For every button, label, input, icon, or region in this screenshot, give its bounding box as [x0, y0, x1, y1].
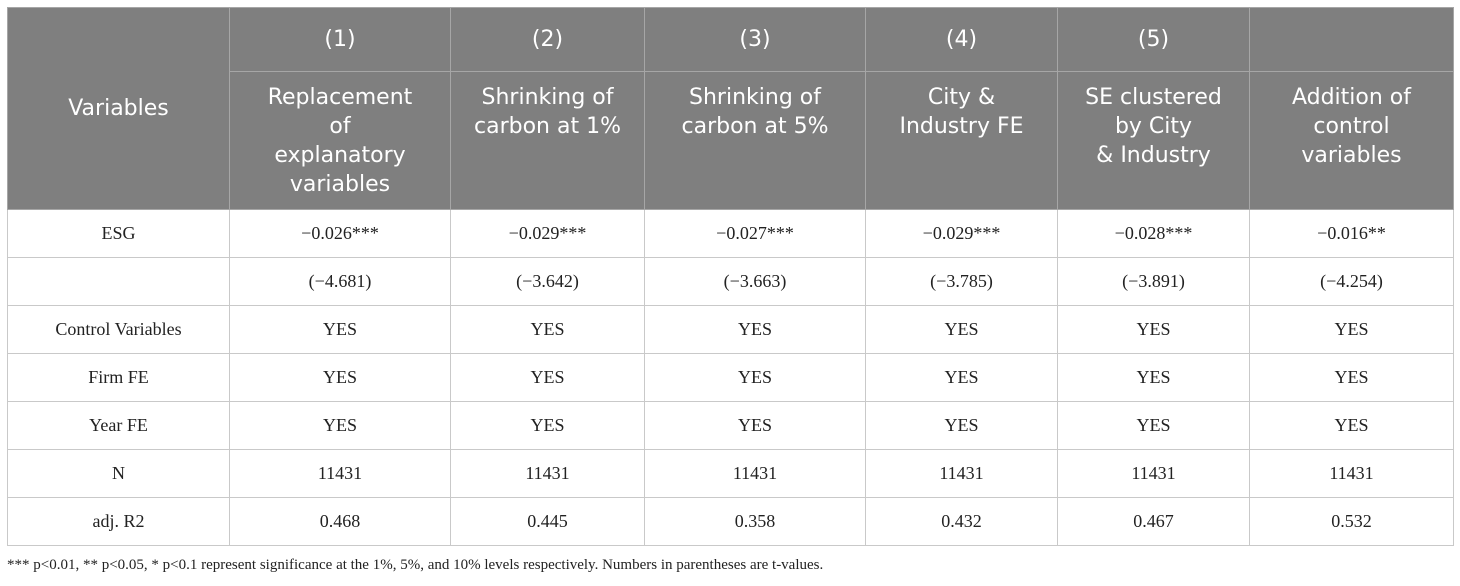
table-cell: YES: [1057, 401, 1250, 450]
row-label: N: [7, 449, 230, 498]
table-row: (−4.681) (−3.642) (−3.663) (−3.785) (−3.…: [7, 257, 1454, 306]
table-row: N 11431 11431 11431 11431 11431 11431: [7, 449, 1454, 498]
table-body: ESG −0.026*** −0.029*** −0.027*** −0.029…: [7, 209, 1454, 546]
table-cell: YES: [229, 305, 451, 354]
header-title-row: Replacement of explanatory variables Shr…: [8, 71, 1454, 210]
table-cell: 11431: [450, 449, 645, 498]
column-title-line: carbon at 1%: [474, 114, 621, 139]
column-number: (2): [450, 7, 645, 72]
table-cell: YES: [229, 353, 451, 402]
table-cell: YES: [865, 353, 1058, 402]
row-label: Year FE: [7, 401, 230, 450]
table-cell: YES: [229, 401, 451, 450]
table-cell: YES: [644, 401, 866, 450]
column-number: (5): [1057, 7, 1250, 72]
table-cell: 11431: [229, 449, 451, 498]
table-cell: (−3.642): [450, 257, 645, 306]
column-number: (3): [644, 7, 866, 72]
table-cell: 11431: [1057, 449, 1250, 498]
table-cell: YES: [450, 353, 645, 402]
row-label: [7, 257, 230, 306]
column-title: Shrinking of carbon at 1%: [450, 71, 645, 210]
column-title-line: & Industry: [1096, 143, 1211, 168]
table-cell: −0.029***: [865, 209, 1058, 258]
column-title-line: variables: [289, 172, 391, 197]
table-row: adj. R2 0.468 0.445 0.358 0.432 0.467 0.…: [7, 497, 1454, 546]
table-cell: YES: [450, 305, 645, 354]
table-cell: YES: [644, 305, 866, 354]
table-cell: −0.028***: [1057, 209, 1250, 258]
table-cell: (−3.891): [1057, 257, 1250, 306]
table-row: Firm FE YES YES YES YES YES YES: [7, 353, 1454, 402]
table-cell: −0.029***: [450, 209, 645, 258]
row-label: adj. R2: [7, 497, 230, 546]
table-cell: 0.358: [644, 497, 866, 546]
table-cell: YES: [450, 401, 645, 450]
column-title-line: Shrinking of: [481, 85, 614, 110]
table-cell: 11431: [1249, 449, 1454, 498]
column-number: (4): [865, 7, 1058, 72]
column-title-line: of: [329, 114, 351, 139]
column-title-line: SE clustered: [1085, 85, 1222, 110]
header-number-row: Variables (1) (2) (3) (4) (5): [7, 7, 1454, 210]
table-cell: YES: [1249, 353, 1454, 402]
table-cell: YES: [1249, 401, 1454, 450]
variables-header: Variables: [7, 7, 230, 210]
table-cell: 0.445: [450, 497, 645, 546]
column-title: City & Industry FE: [865, 71, 1058, 210]
table-cell: (−4.254): [1249, 257, 1454, 306]
table-cell: YES: [644, 353, 866, 402]
table-cell: −0.027***: [644, 209, 866, 258]
column-title-line: carbon at 5%: [681, 114, 829, 139]
column-title-line: by City: [1114, 114, 1193, 139]
column-title-line: explanatory: [274, 143, 406, 168]
column-title: Replacement of explanatory variables: [229, 71, 451, 210]
row-label: ESG: [7, 209, 230, 258]
table-footnote: *** p<0.01, ** p<0.05, * p<0.1 represent…: [7, 557, 824, 573]
column-title-line: City &: [927, 85, 996, 110]
column-title-line: Shrinking of: [689, 85, 821, 110]
row-label: Control Variables: [7, 305, 230, 354]
column-title-line: control: [1313, 114, 1390, 139]
table-cell: 0.532: [1249, 497, 1454, 546]
table-cell: YES: [865, 305, 1058, 354]
table-cell: −0.016**: [1249, 209, 1454, 258]
column-title: Shrinking of carbon at 5%: [644, 71, 866, 210]
column-title-line: Replacement: [267, 85, 413, 110]
row-label: Firm FE: [7, 353, 230, 402]
column-title-line: variables: [1301, 143, 1402, 168]
table-row: ESG −0.026*** −0.029*** −0.027*** −0.029…: [7, 209, 1454, 258]
table-cell: YES: [865, 401, 1058, 450]
table-cell: −0.026***: [229, 209, 451, 258]
table-cell: 0.432: [865, 497, 1058, 546]
table-cell: 11431: [644, 449, 866, 498]
column-title-line: Addition of: [1291, 85, 1412, 110]
table-header: Variables (1) (2) (3) (4) (5) Replacemen…: [7, 7, 1454, 210]
table-cell: 11431: [865, 449, 1058, 498]
table-row: Year FE YES YES YES YES YES YES: [7, 401, 1454, 450]
table-cell: 0.467: [1057, 497, 1250, 546]
table-cell: (−4.681): [229, 257, 451, 306]
table-row: Control Variables YES YES YES YES YES YE…: [7, 305, 1454, 354]
table-cell: YES: [1057, 353, 1250, 402]
column-title: Addition of control variables: [1249, 71, 1454, 210]
table-cell: YES: [1249, 305, 1454, 354]
column-title: SE clustered by City & Industry: [1057, 71, 1250, 210]
regression-table: Variables (1) (2) (3) (4) (5) Replacemen…: [7, 7, 1454, 546]
table-cell: YES: [1057, 305, 1250, 354]
column-number: [1249, 7, 1454, 72]
column-number: (1): [229, 7, 451, 72]
table-cell: (−3.663): [644, 257, 866, 306]
table-cell: (−3.785): [865, 257, 1058, 306]
column-title-line: Industry FE: [899, 114, 1024, 139]
table-cell: 0.468: [229, 497, 451, 546]
